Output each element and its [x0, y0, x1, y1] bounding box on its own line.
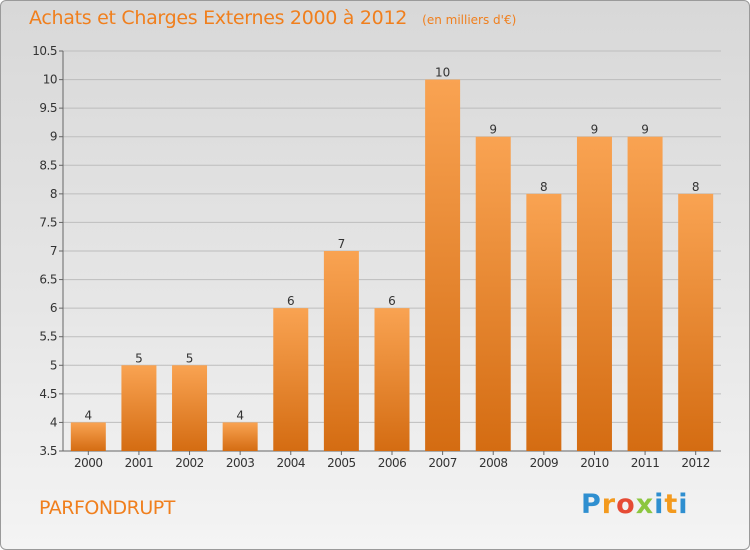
x-tick-label: 2000 [74, 456, 103, 470]
y-tick-label: 5.5 [39, 330, 57, 344]
logo-letter: i [654, 489, 665, 520]
bar [678, 193, 714, 451]
bar [576, 136, 612, 451]
x-tick-label: 2007 [428, 456, 457, 470]
x-tick-label: 2001 [125, 456, 154, 470]
x-tick-label: 2010 [580, 456, 609, 470]
proxiti-logo[interactable]: Proxiti [581, 489, 689, 520]
bar [425, 79, 461, 452]
y-tick-label: 4 [50, 415, 57, 429]
x-tick-label: 2005 [327, 456, 356, 470]
y-tick-label: 8 [50, 187, 57, 201]
data-label: 4 [236, 408, 244, 422]
x-tick-label: 2008 [479, 456, 508, 470]
y-tick-labels: 3.5 4 4.5 5 5.5 6 6.5 7 7.5 8 8.5 9 9.5 10 10.5 [32, 44, 57, 458]
logo-letter: P [581, 489, 602, 520]
x-tick-label: 2011 [631, 456, 660, 470]
x-tick-label: 2002 [175, 456, 204, 470]
bar [70, 422, 106, 451]
data-label: 8 [692, 180, 700, 194]
chart-header: Achats et Charges Externes 2000 à 2012 (… [29, 7, 516, 29]
data-label: 9 [641, 123, 649, 137]
x-tick-label: 2009 [530, 456, 559, 470]
x-tick-label: 2003 [226, 456, 255, 470]
bar [475, 136, 511, 451]
logo-letter: t [664, 489, 679, 520]
data-label: 8 [540, 180, 548, 194]
data-label: 10 [435, 66, 450, 80]
logo-letter: x [635, 489, 655, 520]
data-label: 4 [84, 408, 92, 422]
y-tick-label: 7 [50, 244, 57, 258]
data-label: 9 [591, 123, 599, 137]
y-tick-label: 6.5 [39, 273, 57, 287]
data-label: 6 [388, 294, 396, 308]
data-label: 6 [287, 294, 295, 308]
chart-title: Achats et Charges Externes 2000 à 2012 [29, 7, 408, 29]
data-labels: 4 5 5 4 6 7 6 10 9 8 9 9 8 [84, 66, 699, 423]
data-label: 5 [186, 351, 194, 365]
bar [273, 308, 309, 451]
x-tick-label: 2004 [276, 456, 305, 470]
data-label: 5 [135, 351, 143, 365]
data-label: 9 [489, 123, 497, 137]
y-tick-label: 10 [43, 73, 57, 87]
bar [374, 308, 410, 451]
y-tick-label: 9.5 [39, 101, 57, 115]
y-tick-label: 8.5 [39, 158, 57, 172]
logo-letter: r [601, 489, 617, 520]
bars [70, 79, 714, 452]
bar [627, 136, 663, 451]
bar [222, 422, 258, 451]
y-tick-label: 5 [50, 358, 57, 372]
logo-letter: o [616, 489, 636, 520]
logo-letter: i [678, 489, 689, 520]
bar [121, 365, 157, 451]
x-tick-label: 2012 [681, 456, 710, 470]
x-tick-labels: 2000 2001 2002 2003 2004 2005 2006 2007 2008 2009… [74, 456, 710, 470]
bar [323, 251, 359, 451]
x-tick-label: 2006 [378, 456, 407, 470]
y-tick-label: 3.5 [39, 444, 57, 458]
bar [172, 365, 208, 451]
commune-name: PARFONDRUPT [39, 497, 175, 519]
chart-subtitle: (en milliers d'€) [422, 13, 517, 27]
bar [526, 193, 562, 451]
y-tick-label: 7.5 [39, 215, 57, 229]
y-tick-label: 10.5 [32, 44, 57, 58]
y-tick-label: 4.5 [39, 387, 57, 401]
y-tick-label: 9 [50, 130, 57, 144]
data-label: 7 [338, 237, 346, 251]
y-tick-label: 6 [50, 301, 57, 315]
